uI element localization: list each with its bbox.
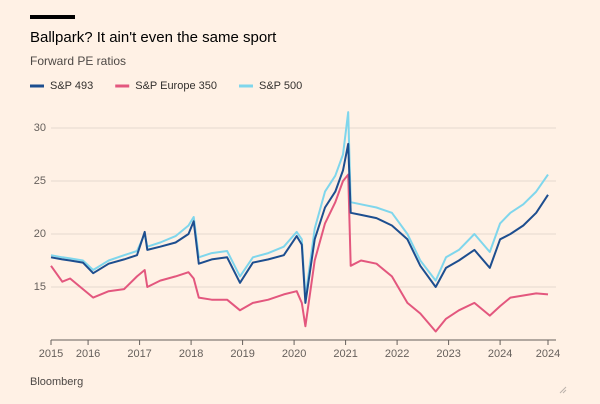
x-tick-label: 2017 — [127, 348, 151, 360]
x-tick-label: 2016 — [76, 348, 100, 360]
legend-label: S&P 493 — [50, 80, 93, 92]
x-tick-label: 2019 — [230, 348, 254, 360]
y-tick-label: 20 — [34, 228, 46, 240]
x-tick-label: 2021 — [333, 348, 357, 360]
y-tick-label: 15 — [34, 281, 46, 293]
y-tick-label: 30 — [34, 122, 46, 134]
series-line — [50, 173, 549, 333]
x-tick-label: 2015 — [39, 348, 63, 360]
chart-title: Ballpark? It ain't even the same sport — [30, 29, 277, 46]
x-tick-label: 2024 — [536, 348, 560, 360]
x-tick-label: 2022 — [385, 348, 409, 360]
source: Bloomberg — [30, 376, 83, 388]
series-line — [50, 111, 549, 299]
y-tick-label: 25 — [34, 175, 46, 187]
x-tick-label: 2020 — [282, 348, 306, 360]
x-tick-label: 2018 — [179, 348, 203, 360]
legend-label: S&P 500 — [259, 80, 302, 92]
legend-label: S&P Europe 350 — [135, 80, 217, 92]
x-tick-label: 2023 — [436, 348, 460, 360]
title-bar — [30, 15, 75, 19]
chart-subtitle: Forward PE ratios — [30, 54, 126, 68]
series-line — [50, 142, 549, 304]
corner-icon — [559, 386, 567, 394]
x-tick-label: 2024 — [488, 348, 512, 360]
